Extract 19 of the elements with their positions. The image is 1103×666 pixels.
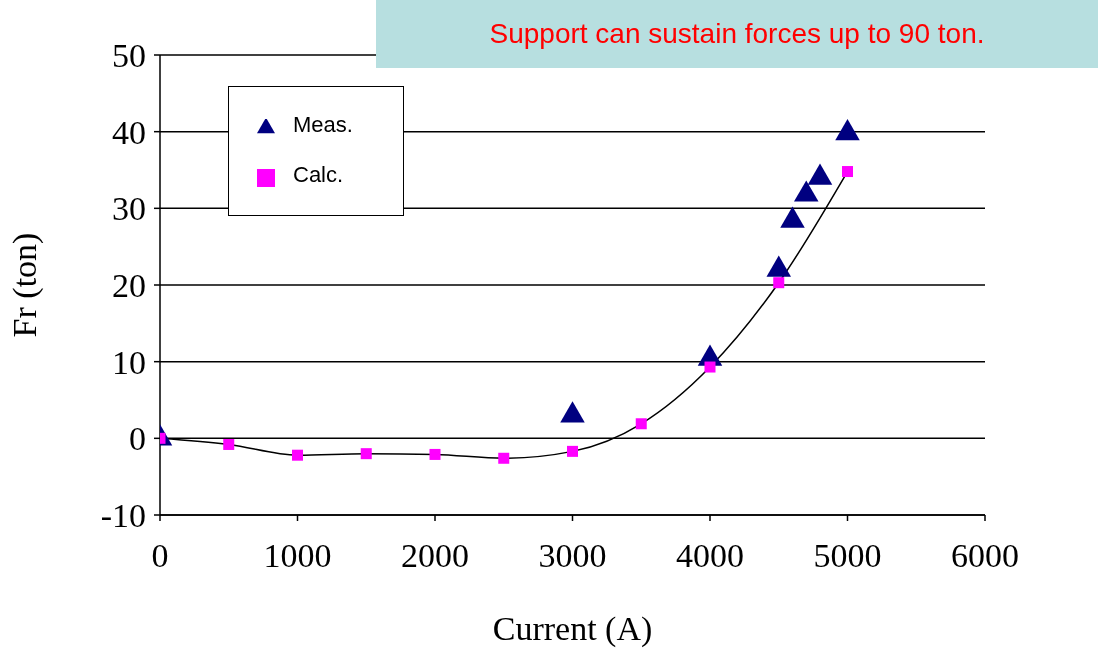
y-tick-label: 40 <box>112 113 146 151</box>
x-tick-label: 4000 <box>676 537 744 575</box>
x-tick-label: 6000 <box>951 537 1019 575</box>
legend-label: Meas. <box>293 112 353 137</box>
callout-box: Support can sustain forces up to 90 ton. <box>376 0 1098 68</box>
legend-label: Calc. <box>293 162 344 187</box>
x-axis-title: Current (A) <box>492 610 653 648</box>
y-tick-label: 10 <box>112 343 146 381</box>
y-tick-label: 0 <box>129 420 146 458</box>
y-tick-label: 50 <box>112 37 146 75</box>
x-tick-label: 5000 <box>813 537 882 575</box>
x-tick-label: 1000 <box>263 537 332 575</box>
x-tick-label: 2000 <box>401 537 469 575</box>
x-tick-label: 3000 <box>538 537 607 575</box>
y-tick-label: 20 <box>112 267 146 305</box>
y-tick-label: 30 <box>112 190 146 228</box>
y-tick-label: -10 <box>100 497 146 535</box>
y-axis-title: Fr (ton) <box>6 232 45 338</box>
x-tick-label: 0 <box>151 537 169 575</box>
